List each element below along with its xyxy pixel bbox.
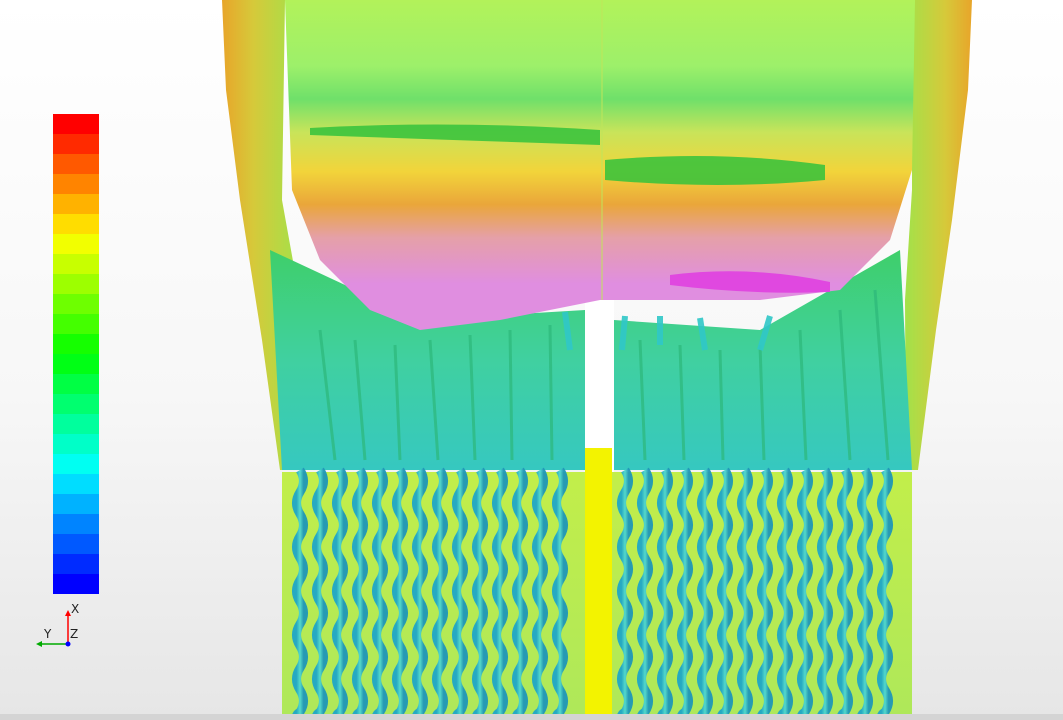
vortex-column <box>332 467 348 720</box>
vortex-column <box>857 467 873 720</box>
colorbar-band <box>53 314 99 334</box>
vortex-column <box>657 467 673 720</box>
colorbar-band <box>53 414 99 434</box>
vortex-column <box>757 467 773 720</box>
colorbar-band <box>53 454 99 474</box>
colorbar-band <box>53 154 99 174</box>
vortex-column <box>432 467 448 720</box>
colorbar-band <box>53 494 99 514</box>
colorbar-band <box>53 514 99 534</box>
vortex-column <box>472 467 488 720</box>
y-axis-arrow-icon <box>36 641 42 647</box>
colorbar-band <box>53 394 99 414</box>
vortex-column <box>697 467 713 720</box>
z-axis-label: Z <box>70 627 78 641</box>
vortex-column <box>677 467 693 720</box>
colorbar-band <box>53 194 99 214</box>
colorbar-band <box>53 234 99 254</box>
colorbar-band <box>53 274 99 294</box>
z-axis-dot-icon <box>65 641 71 647</box>
vortex-column <box>877 467 893 720</box>
colorbar-band <box>53 294 99 314</box>
colorbar-band <box>53 214 99 234</box>
vortex-column <box>717 467 733 720</box>
vortex-column <box>532 467 548 720</box>
vortex-column <box>737 467 753 720</box>
vortex-column <box>312 467 328 720</box>
vortex-columns <box>292 467 893 720</box>
axes-triad: X Y Z <box>36 602 79 647</box>
colorbar-legend <box>53 114 99 594</box>
vortex-column <box>372 467 388 720</box>
vortex-column <box>292 467 308 720</box>
colorbar-band <box>53 114 99 134</box>
center-gap <box>585 300 614 475</box>
colorbar-band <box>53 574 99 594</box>
vortex-column <box>512 467 528 720</box>
vortex-column <box>452 467 468 720</box>
x-axis-arrow-icon <box>65 610 71 616</box>
center-yellow-column <box>585 448 612 720</box>
colorbar-band <box>53 534 99 554</box>
vortex-column <box>837 467 853 720</box>
colorbar-band <box>53 474 99 494</box>
colorbar-band <box>53 254 99 274</box>
colorbar-band <box>53 354 99 374</box>
vortex-column <box>637 467 653 720</box>
top-isosurface <box>285 0 915 330</box>
turbulent-wisps-right <box>614 250 912 470</box>
right-wall-surface <box>905 0 972 470</box>
x-axis-label: X <box>71 602 79 616</box>
vortex-column <box>617 467 633 720</box>
wisp-streaks <box>318 289 890 461</box>
vortex-column <box>392 467 408 720</box>
vortex-column <box>777 467 793 720</box>
green-band-left <box>310 124 600 145</box>
status-strip <box>0 714 1063 720</box>
colorbar-band <box>53 134 99 154</box>
colorbar-band <box>53 434 99 454</box>
vortex-column <box>817 467 833 720</box>
y-axis-label: Y <box>43 627 52 641</box>
vortex-column <box>352 467 368 720</box>
colorbar-band <box>53 174 99 194</box>
colorbar-band <box>53 334 99 354</box>
vortex-column <box>492 467 508 720</box>
vortex-column <box>797 467 813 720</box>
magenta-patch-right <box>670 271 830 293</box>
colorbar-band <box>53 374 99 394</box>
vortex-column <box>412 467 428 720</box>
colorbar-band <box>53 554 99 574</box>
cyan-jets-top <box>562 311 773 351</box>
vortex-column <box>552 467 568 720</box>
turbulent-wisps-left <box>270 250 585 470</box>
green-band-right <box>605 156 825 185</box>
